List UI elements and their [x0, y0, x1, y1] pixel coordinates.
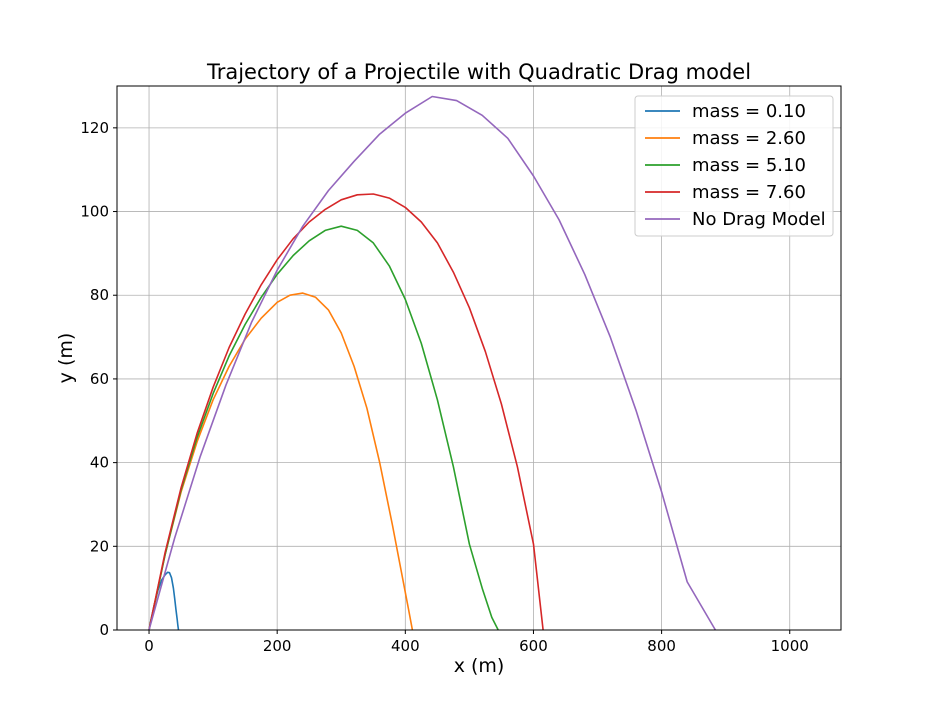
- plot-area-frame: [116, 85, 842, 631]
- x-tick-label: 600: [519, 637, 548, 655]
- series-line-2: [148, 225, 499, 631]
- y-tick-label: 60: [90, 370, 109, 388]
- series-line-3: [148, 193, 544, 631]
- legend-label-0: mass = 0.10: [692, 101, 806, 122]
- series-lines: [148, 95, 717, 631]
- y-tick-label: 80: [90, 286, 109, 304]
- legend-label-4: No Drag Model: [692, 209, 826, 230]
- y-tick-label: 20: [90, 537, 109, 555]
- series-line-1: [148, 292, 414, 631]
- y-tick-label: 40: [90, 454, 109, 472]
- series-line-0: [148, 571, 180, 631]
- x-tick-label: 800: [647, 637, 676, 655]
- axis-ticks: 0 200 400 600 800 1000 0 20 40 60 80 100 120: [80, 119, 808, 655]
- x-tick-label: 0: [144, 637, 154, 655]
- x-tick-label: 1000: [771, 637, 809, 655]
- series-line-4: [148, 95, 717, 631]
- legend-label-2: mass = 5.10: [692, 155, 806, 176]
- legend: mass = 0.10 mass = 2.60 mass = 5.10 mass = …: [634, 95, 834, 237]
- legend-box: [634, 95, 834, 237]
- chart-title: Trajectory of a Projectile with Quadrati…: [206, 60, 751, 84]
- y-tick-label: 0: [99, 621, 109, 639]
- y-axis-label: y (m): [55, 333, 77, 384]
- legend-label-3: mass = 7.60: [692, 182, 806, 203]
- x-tick-label: 400: [391, 637, 420, 655]
- y-tick-label: 100: [80, 203, 109, 221]
- legend-label-1: mass = 2.60: [692, 128, 806, 149]
- x-tick-label: 200: [263, 637, 292, 655]
- y-tick-label: 120: [80, 119, 109, 137]
- x-axis-label: x (m): [454, 655, 505, 677]
